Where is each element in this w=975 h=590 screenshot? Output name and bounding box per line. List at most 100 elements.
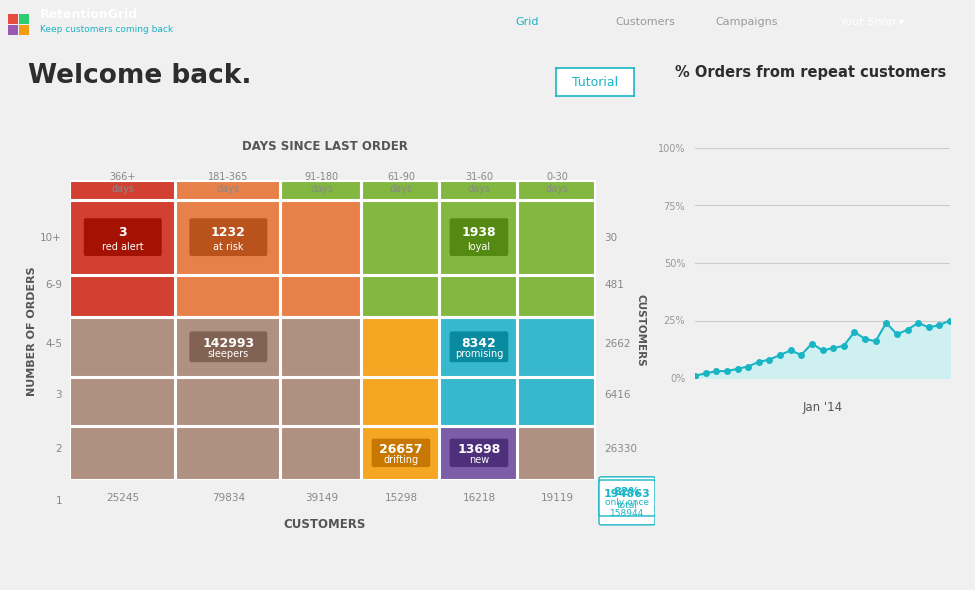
Text: total: total [616,502,638,510]
FancyBboxPatch shape [84,218,162,256]
Point [751,357,766,366]
Point [720,366,735,376]
Bar [281,201,361,275]
Text: CUSTOMERS: CUSTOMERS [284,518,367,531]
Text: Keep customers coming back: Keep customers coming back [40,25,174,34]
Text: Your Shop ▾: Your Shop ▾ [840,17,905,27]
Point [783,346,799,355]
Point [698,369,714,378]
Text: 30: 30 [604,233,617,243]
Text: 8342: 8342 [461,337,496,350]
Bar [440,181,517,199]
Text: promising: promising [454,349,503,359]
Bar [362,201,439,275]
Bar [440,276,517,317]
FancyBboxPatch shape [449,218,508,256]
Bar [70,276,175,317]
Point [921,323,937,332]
Point [687,371,703,381]
Bar [440,378,517,426]
Text: 82%: 82% [613,487,641,497]
Text: 31-60
days: 31-60 days [465,172,493,194]
Text: red alert: red alert [102,242,143,251]
Point [846,327,862,337]
Text: 481: 481 [604,280,624,290]
Bar [440,318,517,376]
Text: Grid: Grid [515,17,538,27]
Text: 91-180
days: 91-180 days [304,172,338,194]
Text: NUMBER OF ORDERS: NUMBER OF ORDERS [27,267,37,396]
Bar [281,378,361,426]
Text: 158944: 158944 [610,509,644,519]
Text: 15298: 15298 [384,493,417,503]
Text: 13698: 13698 [457,443,500,456]
Point [815,346,831,355]
Point [857,334,873,343]
Bar [8,14,18,24]
Text: drifting: drifting [383,455,418,465]
Bar [518,378,595,426]
Bar [281,427,361,480]
Point [878,318,894,327]
Text: 3: 3 [56,390,62,400]
Text: 10+: 10+ [40,233,62,243]
Text: 25245: 25245 [106,493,139,503]
Bar [19,25,29,35]
Bar [440,201,517,275]
Text: 2662: 2662 [604,339,631,349]
Bar [70,318,175,376]
FancyBboxPatch shape [449,438,508,467]
Bar [70,427,175,480]
FancyBboxPatch shape [599,477,655,525]
Text: at risk: at risk [214,242,244,251]
Text: 6-9: 6-9 [45,280,62,290]
Text: CUSTOMERS: CUSTOMERS [635,294,645,366]
Text: 19119: 19119 [540,493,573,503]
Point [931,320,947,330]
Text: 0-30
days: 0-30 days [545,172,568,194]
Text: 4-5: 4-5 [45,339,62,349]
Bar [70,181,175,199]
Point [889,330,905,339]
Text: 79834: 79834 [212,493,245,503]
Bar [518,427,595,480]
Text: only once: only once [605,499,649,507]
Text: 181-365
days: 181-365 days [209,172,249,194]
Point [709,366,724,376]
Bar [176,427,280,480]
Point [825,343,840,353]
Text: 1: 1 [56,496,62,506]
Bar [176,378,280,426]
Bar [518,276,595,317]
Bar [362,378,439,426]
Bar [176,181,280,199]
Point [794,350,809,360]
Bar [362,427,439,480]
Text: Customers: Customers [615,17,675,27]
Bar [518,318,595,376]
Point [740,362,756,371]
Text: 26330: 26330 [604,444,637,454]
Text: 61-90
days: 61-90 days [387,172,415,194]
Bar [362,181,439,199]
Text: loyal: loyal [467,242,490,251]
Text: 26657: 26657 [379,443,423,456]
Point [729,364,745,373]
Text: sleepers: sleepers [208,349,249,359]
Point [868,336,883,346]
Bar [440,427,517,480]
Bar [362,318,439,376]
Point [942,316,957,325]
Text: 16218: 16218 [462,493,495,503]
FancyBboxPatch shape [189,218,267,256]
Bar [176,318,280,376]
Point [900,325,916,335]
Text: 6416: 6416 [604,390,631,400]
Bar [70,201,175,275]
Text: 39149: 39149 [305,493,338,503]
FancyBboxPatch shape [189,332,267,362]
Text: 366+
days: 366+ days [109,172,136,194]
Text: Jan '14: Jan '14 [802,401,842,414]
Bar [70,378,175,426]
Text: 1232: 1232 [211,227,246,240]
